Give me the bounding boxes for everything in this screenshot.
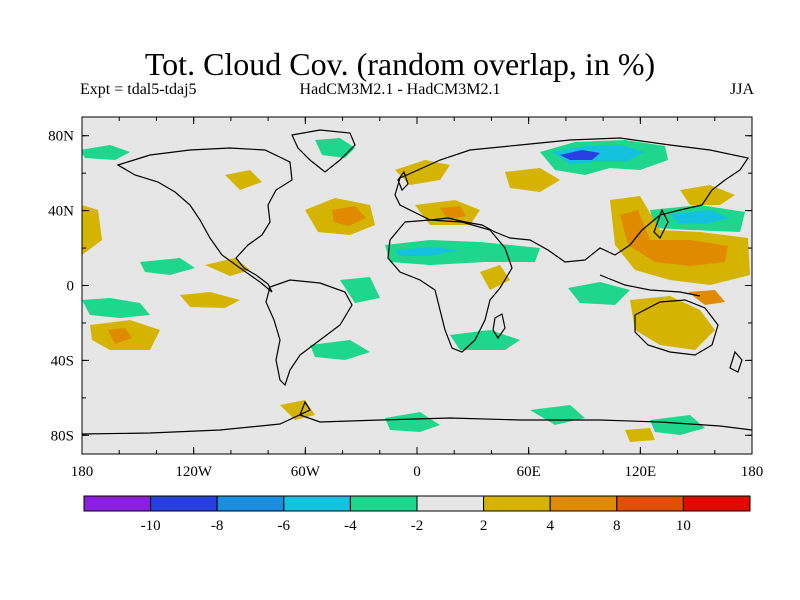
colorbar-label: 2 — [480, 518, 488, 534]
anomaly-patch-west-pos — [82, 205, 102, 255]
coastline-greenland — [291, 129, 356, 173]
coastline-antarctica — [82, 400, 752, 435]
colorbar-swatch — [283, 495, 351, 512]
anomaly-patch-southern-neg-1 — [385, 412, 440, 432]
colorbar-swatch — [416, 495, 485, 512]
colorbar: -10 -8 -6 -4 -2 2 4 8 10 — [83, 495, 751, 534]
colorbar-swatch — [150, 495, 218, 512]
anomaly-patch-npac-pos — [225, 170, 262, 190]
y-tick-label: 40N — [48, 204, 74, 220]
coastline-madagascar — [492, 313, 506, 340]
x-tick-label: 180 — [741, 464, 764, 480]
x-tick-label: 60W — [291, 464, 321, 480]
coastline-new-zealand — [729, 350, 743, 373]
anomaly-patch-sindian-neg — [450, 330, 520, 350]
plot-title: Tot. Cloud Cov. (random overlap, in %) — [144, 46, 656, 82]
colorbar-label: -2 — [411, 518, 424, 534]
anomaly-patch-eq-pac-pos — [205, 258, 250, 276]
anomaly-patch-npac-neg-core — [670, 210, 730, 224]
anomaly-patch-indian-neg — [568, 282, 630, 305]
anomaly-patch-africa-neg — [385, 240, 540, 265]
anomaly-patch-atlantic-core — [332, 206, 366, 226]
x-axis: 180 120W 60W 0 60E 120E 180 — [71, 117, 764, 480]
colorbar-swatch — [616, 495, 684, 512]
anomaly-patch-satl-neg — [310, 340, 370, 360]
x-tick-label: 60E — [517, 464, 541, 480]
anomaly-patch-southern-neg-3 — [650, 415, 705, 435]
colorbar-label: 10 — [676, 518, 691, 534]
anomaly-patch-npac-east-pos — [680, 185, 735, 205]
coastline-australia — [634, 299, 719, 356]
y-tick-label: 80S — [51, 428, 74, 444]
coastlines — [82, 129, 752, 435]
anomaly-patch-epac-neg — [82, 298, 150, 318]
anomaly-patch-epac-pos — [180, 292, 240, 308]
coastline-eurasia — [394, 137, 749, 263]
x-tick-label: 0 — [413, 464, 421, 480]
x-tick-label: 120W — [175, 464, 213, 480]
coastline-south-america — [265, 279, 353, 387]
anomaly-patch-eq-atl-neg — [340, 277, 380, 303]
y-axis: 80N 40N 0 40S 80S — [48, 129, 752, 444]
colorbar-label: 4 — [546, 518, 554, 534]
anomaly-patch-med-core — [440, 206, 466, 220]
y-tick-label: 80N — [48, 129, 74, 145]
anomaly-patch-africa-neg-core — [395, 247, 460, 256]
colorbar-swatch — [349, 495, 418, 512]
x-tick-label: 120E — [624, 464, 656, 480]
anomaly-patch-greenland — [315, 138, 355, 158]
coastline-north-america — [116, 147, 293, 293]
y-tick-label: 40S — [51, 353, 74, 369]
experiment-label: Expt = tdal5-tdaj5 — [80, 81, 197, 98]
anomaly-patch-australia-pos — [630, 296, 715, 350]
anomaly-patch-asia-pos — [505, 168, 560, 192]
colorbar-label: 8 — [613, 518, 621, 534]
colorbar-swatch — [549, 495, 618, 512]
colorbar-swatch — [682, 495, 751, 512]
coastline-uk — [397, 170, 409, 192]
y-tick-label: 0 — [67, 279, 75, 295]
colorbar-label: -8 — [211, 518, 224, 534]
anomaly-patch-spac-core — [108, 328, 132, 344]
x-tick-label: 180 — [71, 464, 94, 480]
anomaly-patch-wpac-core — [620, 210, 728, 266]
model-label: HadCM3M2.1 - HadCM3M2.1 — [299, 81, 501, 98]
anomaly-patch-eq-pac-neg — [140, 258, 195, 275]
anomaly-patch-antarctic-pos-2 — [625, 428, 655, 442]
anomaly-patch-australia-core — [688, 290, 725, 305]
season-label: JJA — [729, 81, 754, 98]
anomaly-patch-siberia-peak — [560, 150, 600, 160]
colorbar-label: -6 — [278, 518, 291, 534]
colorbar-label: -10 — [141, 518, 161, 534]
colorbar-swatch — [83, 495, 152, 512]
colorbar-label: -4 — [344, 518, 357, 534]
coastline-indonesia — [599, 274, 701, 297]
anomaly-patch-arctic-west — [82, 145, 130, 160]
colorbar-swatch — [216, 495, 285, 512]
anomaly-field — [82, 138, 750, 442]
coastline-japan — [653, 208, 669, 240]
coastline-africa — [387, 219, 513, 353]
colorbar-swatch — [483, 495, 551, 512]
anomaly-patch-europe-pos — [395, 160, 450, 185]
